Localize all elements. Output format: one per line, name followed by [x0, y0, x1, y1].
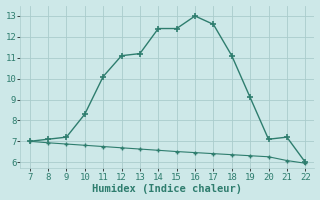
- X-axis label: Humidex (Indice chaleur): Humidex (Indice chaleur): [92, 184, 243, 194]
